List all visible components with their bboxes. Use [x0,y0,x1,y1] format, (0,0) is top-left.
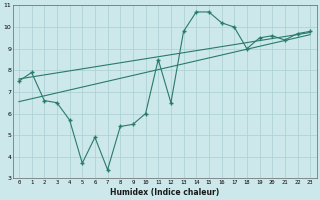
X-axis label: Humidex (Indice chaleur): Humidex (Indice chaleur) [110,188,219,197]
